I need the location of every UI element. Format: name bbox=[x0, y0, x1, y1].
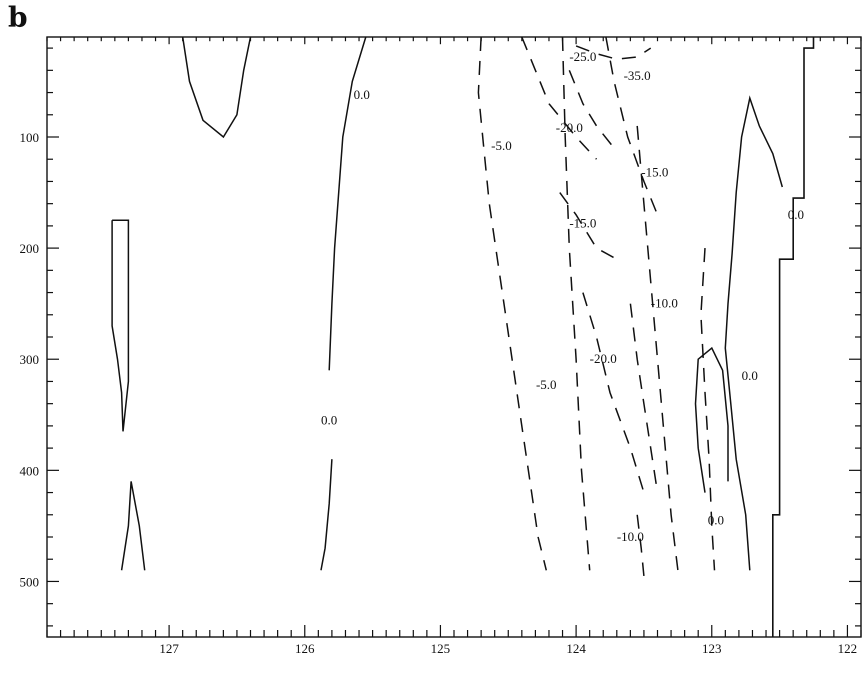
contour-label: 0.0 bbox=[354, 87, 370, 102]
contour-label: 0.0 bbox=[742, 368, 758, 383]
coastline bbox=[772, 37, 815, 637]
axis-ticks bbox=[46, 37, 862, 637]
contour-line bbox=[111, 219, 130, 432]
contour-line bbox=[521, 36, 598, 160]
contour-label: -25.0 bbox=[569, 49, 596, 64]
contour-label: -20.0 bbox=[590, 351, 617, 366]
contour-line bbox=[181, 36, 252, 139]
contour-line bbox=[605, 36, 659, 216]
contour-line bbox=[320, 459, 333, 571]
contour-line bbox=[694, 346, 729, 493]
coastline-boundary bbox=[772, 37, 815, 637]
contour-label: -20.0 bbox=[556, 120, 583, 135]
contour-labels: 0.0 0.0 0.0 0.0 0.0 -5.0 -5.0 -25.0 -35.0 -20.0 -1… bbox=[321, 49, 804, 544]
contour-label: 0.0 bbox=[321, 412, 337, 427]
contour-line bbox=[561, 36, 591, 571]
contour-label: -5.0 bbox=[536, 377, 557, 392]
contour-label: -10.0 bbox=[651, 296, 678, 311]
contour-line bbox=[328, 36, 367, 371]
y-tick-label: 500 bbox=[20, 574, 40, 589]
x-tick-label: 122 bbox=[838, 641, 858, 656]
y-tick-label: 200 bbox=[20, 241, 40, 256]
contour-label: -5.0 bbox=[491, 138, 512, 153]
x-tick-label: 124 bbox=[566, 641, 586, 656]
contour-label: 0.0 bbox=[788, 207, 804, 222]
panel-label: b bbox=[8, 1, 28, 34]
x-tick-label: 125 bbox=[431, 641, 451, 656]
y-tick-label: 400 bbox=[20, 463, 40, 478]
y-axis-tick-labels: 100 200 300 400 500 bbox=[20, 130, 40, 589]
x-tick-label: 126 bbox=[295, 641, 315, 656]
contour-label: -10.0 bbox=[617, 529, 644, 544]
contour-line bbox=[636, 125, 679, 571]
contour-line bbox=[559, 192, 618, 260]
contour-line bbox=[568, 70, 615, 149]
x-tick-label: 127 bbox=[159, 641, 179, 656]
plot-frame bbox=[46, 36, 862, 638]
contour-line bbox=[629, 303, 659, 493]
contour-line bbox=[700, 248, 716, 571]
y-tick-label: 100 bbox=[20, 130, 40, 145]
contour-lines bbox=[111, 36, 784, 576]
contour-line bbox=[582, 292, 645, 493]
contour-line bbox=[120, 481, 146, 571]
contour-line bbox=[477, 36, 548, 571]
x-axis-tick-labels: 127 126 125 124 123 122 bbox=[159, 641, 857, 656]
contour-line bbox=[636, 514, 645, 576]
contour-label: -15.0 bbox=[641, 165, 668, 180]
contour-line bbox=[724, 95, 784, 571]
contour-label: -15.0 bbox=[569, 216, 596, 231]
contour-label: 0.0 bbox=[708, 512, 724, 527]
y-tick-label: 300 bbox=[20, 352, 40, 367]
contour-label: -35.0 bbox=[624, 68, 651, 83]
x-tick-label: 123 bbox=[702, 641, 722, 656]
